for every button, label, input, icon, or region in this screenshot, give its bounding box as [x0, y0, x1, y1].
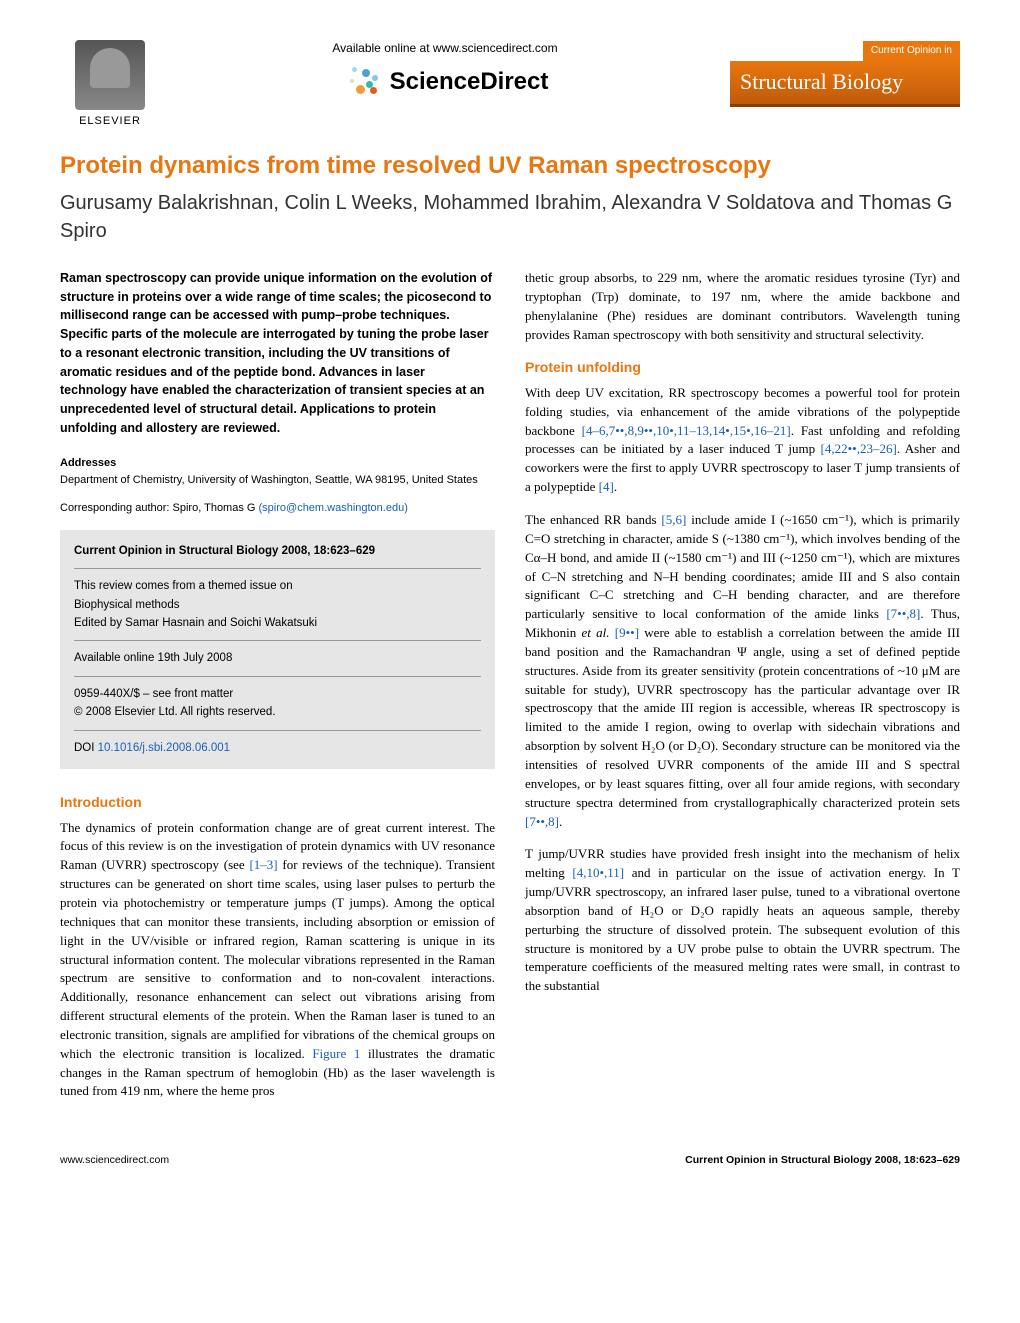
journal-top-label: Current Opinion in — [863, 41, 960, 61]
center-header: Available online at www.sciencedirect.co… — [160, 40, 730, 102]
footer-right: Current Opinion in Structural Biology 20… — [685, 1153, 960, 1168]
unfold-paragraph-3: T jump/UVRR studies have provided fresh … — [525, 845, 960, 996]
journal-box: Current Opinion in Structural Biology — [730, 40, 960, 107]
left-column: Raman spectroscopy can provide unique in… — [60, 269, 495, 1115]
ref-link[interactable]: [5,6] — [661, 512, 686, 527]
unfold-paragraph-2: The enhanced RR bands [5,6] include amid… — [525, 511, 960, 831]
sciencedirect-text: ScienceDirect — [390, 65, 549, 99]
intro-paragraph-1: The dynamics of protein conformation cha… — [60, 819, 495, 1102]
review-line3: Edited by Samar Hasnain and Soichi Wakat… — [74, 614, 481, 632]
introduction-heading: Introduction — [60, 793, 495, 813]
footer-left: www.sciencedirect.com — [60, 1153, 169, 1168]
intro-paragraph-1-cont: thetic group absorbs, to 229 nm, where t… — [525, 269, 960, 344]
right-column: thetic group absorbs, to 229 nm, where t… — [525, 269, 960, 1115]
ref-link[interactable]: [1–3] — [249, 857, 277, 872]
addresses-text: Department of Chemistry, University of W… — [60, 473, 495, 488]
corresponding-label: Corresponding author: Spiro, Thomas G — [60, 502, 259, 514]
copyright-line: © 2008 Elsevier Ltd. All rights reserved… — [74, 703, 481, 721]
ref-link[interactable]: [9••] — [610, 625, 640, 640]
abstract: Raman spectroscopy can provide unique in… — [60, 269, 495, 438]
review-line2: Biophysical methods — [74, 596, 481, 614]
issn-line: 0959-440X/$ – see front matter — [74, 685, 481, 703]
info-box: Current Opinion in Structural Biology 20… — [60, 530, 495, 769]
sciencedirect-dots-icon — [342, 67, 382, 97]
elsevier-tree-icon — [75, 40, 145, 110]
article-title: Protein dynamics from time resolved UV R… — [60, 149, 960, 183]
footer: www.sciencedirect.com Current Opinion in… — [60, 1145, 960, 1168]
corresponding-email[interactable]: (spiro@chem.washington.edu) — [259, 502, 408, 514]
ref-link[interactable]: [7••,8] — [525, 814, 559, 829]
doi-line: DOI 10.1016/j.sbi.2008.06.001 — [74, 739, 481, 757]
ref-link[interactable]: [4,10•,11] — [572, 865, 624, 880]
elsevier-logo: ELSEVIER — [60, 40, 160, 129]
authors: Gurusamy Balakrishnan, Colin L Weeks, Mo… — [60, 189, 960, 245]
unfold-paragraph-1: With deep UV excitation, RR spectroscopy… — [525, 384, 960, 497]
ref-link[interactable]: [4–6,7••,8,9••,10•,11–13,14•,15•,16–21] — [582, 423, 791, 438]
ref-link[interactable]: [4,22••,23–26] — [821, 441, 897, 456]
sciencedirect-logo: ScienceDirect — [342, 65, 549, 99]
protein-unfolding-heading: Protein unfolding — [525, 358, 960, 378]
elsevier-label: ELSEVIER — [79, 114, 141, 129]
available-online-text: Available online at www.sciencedirect.co… — [160, 40, 730, 57]
ref-link[interactable]: [7••,8] — [886, 606, 920, 621]
doi-link[interactable]: 10.1016/j.sbi.2008.06.001 — [98, 742, 230, 754]
corresponding-author: Corresponding author: Spiro, Thomas G (s… — [60, 501, 495, 516]
review-line1: This review comes from a themed issue on — [74, 577, 481, 595]
ref-link[interactable]: [4] — [599, 479, 614, 494]
header: ELSEVIER Available online at www.science… — [60, 40, 960, 129]
available-date: Available online 19th July 2008 — [74, 649, 481, 667]
figure-link[interactable]: Figure 1 — [312, 1046, 360, 1061]
citation-line: Current Opinion in Structural Biology 20… — [74, 542, 481, 560]
journal-title: Structural Biology — [730, 61, 960, 107]
addresses-heading: Addresses — [60, 456, 495, 471]
